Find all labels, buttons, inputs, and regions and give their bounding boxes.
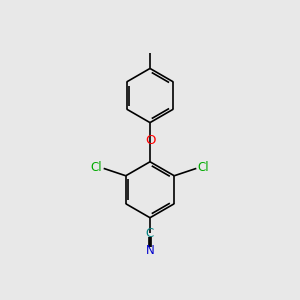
Text: Cl: Cl — [91, 161, 102, 174]
Text: Cl: Cl — [198, 161, 209, 174]
Text: C: C — [146, 226, 154, 239]
Text: N: N — [146, 244, 154, 256]
Text: O: O — [145, 134, 155, 147]
